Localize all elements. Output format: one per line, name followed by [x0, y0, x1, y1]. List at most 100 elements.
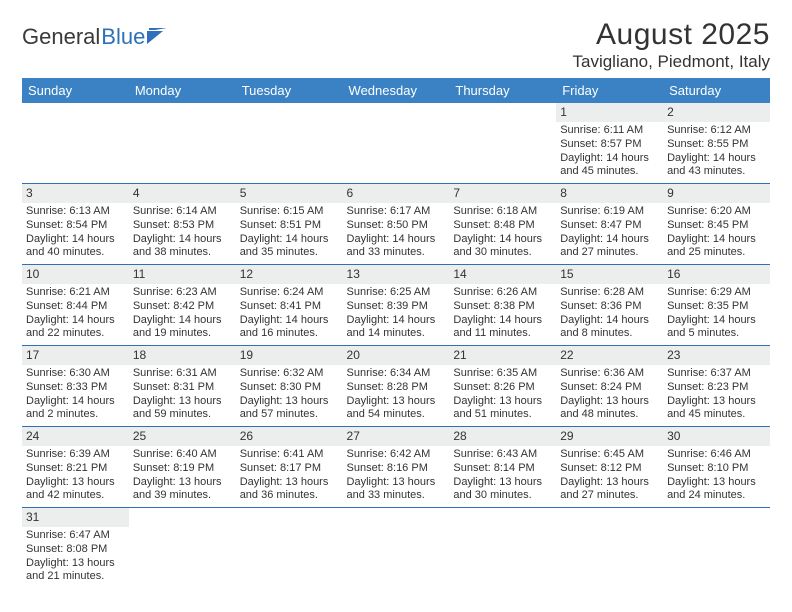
calendar-cell [129, 103, 236, 184]
calendar-cell: 24Sunrise: 6:39 AMSunset: 8:21 PMDayligh… [22, 427, 129, 508]
daylight-line: and 51 minutes. [453, 408, 552, 422]
sunrise-line: Sunrise: 6:37 AM [667, 367, 766, 381]
calendar-cell: 28Sunrise: 6:43 AMSunset: 8:14 PMDayligh… [449, 427, 556, 508]
daylight-line: and 45 minutes. [560, 165, 659, 179]
weekday-header: Saturday [663, 78, 770, 103]
daylight-line: Daylight: 14 hours [667, 314, 766, 328]
sunset-line: Sunset: 8:44 PM [26, 300, 125, 314]
sunrise-line: Sunrise: 6:30 AM [26, 367, 125, 381]
sunrise-line: Sunrise: 6:45 AM [560, 448, 659, 462]
calendar-cell [556, 508, 663, 589]
daylight-line: Daylight: 13 hours [133, 476, 232, 490]
daylight-line: Daylight: 14 hours [133, 314, 232, 328]
sunset-line: Sunset: 8:47 PM [560, 219, 659, 233]
daylight-line: Daylight: 14 hours [560, 314, 659, 328]
day-number: 23 [663, 346, 770, 365]
sunrise-line: Sunrise: 6:29 AM [667, 286, 766, 300]
sunset-line: Sunset: 8:21 PM [26, 462, 125, 476]
calendar-cell: 17 Sunrise: 6:30 AMSunset: 8:33 PMDayligh… [22, 346, 129, 427]
sunset-line: Sunset: 8:51 PM [240, 219, 339, 233]
sunset-line: Sunset: 8:10 PM [667, 462, 766, 476]
sunrise-line: Sunrise: 6:34 AM [347, 367, 446, 381]
location-subtitle: Tavigliano, Piedmont, Italy [573, 52, 771, 72]
day-number: 7 [449, 184, 556, 203]
day-number: 16 [663, 265, 770, 284]
day-number: 6 [343, 184, 450, 203]
day-number: 26 [236, 427, 343, 446]
sunrise-line: Sunrise: 6:17 AM [347, 205, 446, 219]
day-number: 24 [22, 427, 129, 446]
sunset-line: Sunset: 8:42 PM [133, 300, 232, 314]
calendar-cell: 1Sunrise: 6:11 AMSunset: 8:57 PMDaylight… [556, 103, 663, 184]
daylight-line: Daylight: 14 hours [26, 395, 125, 409]
sunset-line: Sunset: 8:53 PM [133, 219, 232, 233]
weekday-header: Sunday [22, 78, 129, 103]
calendar-week-row: 17Sunrise: 6:30 AMSunset: 8:33 PMDayligh… [22, 346, 770, 427]
day-number: 2 [663, 103, 770, 122]
daylight-line: Daylight: 13 hours [26, 557, 125, 571]
day-number: 10 [22, 265, 129, 284]
sunset-line: Sunset: 8:48 PM [453, 219, 552, 233]
calendar-body: 1Sunrise: 6:11 AMSunset: 8:57 PMDaylight… [22, 103, 770, 588]
calendar-cell: 29Sunrise: 6:45 AMSunset: 8:12 PMDayligh… [556, 427, 663, 508]
day-number: 4 [129, 184, 236, 203]
daylight-line: Daylight: 14 hours [560, 233, 659, 247]
daylight-line: and 42 minutes. [26, 489, 125, 503]
calendar-cell: 31Sunrise: 6:47 AMSunset: 8:08 PMDayligh… [22, 508, 129, 589]
daylight-line: and 54 minutes. [347, 408, 446, 422]
weekday-header: Thursday [449, 78, 556, 103]
day-number: 19 [236, 346, 343, 365]
sunrise-line: Sunrise: 6:19 AM [560, 205, 659, 219]
sunset-line: Sunset: 8:33 PM [26, 381, 125, 395]
calendar-cell [343, 103, 450, 184]
sunrise-line: Sunrise: 6:39 AM [26, 448, 125, 462]
daylight-line: Daylight: 13 hours [667, 476, 766, 490]
daylight-line: and 8 minutes. [560, 327, 659, 341]
sunrise-line: Sunrise: 6:31 AM [133, 367, 232, 381]
day-number: 17 [22, 346, 129, 365]
daylight-line: and 57 minutes. [240, 408, 339, 422]
daylight-line: and 14 minutes. [347, 327, 446, 341]
calendar-week-row: 24 Sunrise: 6:39 AMSunset: 8:21 PM Dayligh… [22, 427, 770, 508]
daylight-line: Daylight: 13 hours [560, 476, 659, 490]
daylight-line: Daylight: 14 hours [347, 314, 446, 328]
calendar-cell: 15Sunrise: 6:28 AMSunset: 8:36 PMDayligh… [556, 265, 663, 346]
sunrise-line: Sunrise: 6:26 AM [453, 286, 552, 300]
calendar-cell [236, 103, 343, 184]
sunset-line: Sunset: 8:16 PM [347, 462, 446, 476]
sunrise-line: Sunrise: 6:40 AM [133, 448, 232, 462]
daylight-line: Daylight: 13 hours [560, 395, 659, 409]
calendar-cell: 2Sunrise: 6:12 AMSunset: 8:55 PMDaylight… [663, 103, 770, 184]
daylight-line: and 30 minutes. [453, 246, 552, 260]
sunrise-line: Sunrise: 6:46 AM [667, 448, 766, 462]
weekday-header: Friday [556, 78, 663, 103]
day-number: 30 [663, 427, 770, 446]
calendar-table: Sunday Monday Tuesday Wednesday Thursday… [22, 78, 770, 588]
daylight-line: and 5 minutes. [667, 327, 766, 341]
weekday-header-row: Sunday Monday Tuesday Wednesday Thursday… [22, 78, 770, 103]
calendar-cell: 19Sunrise: 6:32 AMSunset: 8:30 PMDayligh… [236, 346, 343, 427]
daylight-line: and 59 minutes. [133, 408, 232, 422]
day-number: 5 [236, 184, 343, 203]
daylight-line: Daylight: 13 hours [347, 395, 446, 409]
sunrise-line: Sunrise: 6:15 AM [240, 205, 339, 219]
calendar-cell: 21Sunrise: 6:35 AMSunset: 8:26 PMDayligh… [449, 346, 556, 427]
daylight-line: and 35 minutes. [240, 246, 339, 260]
sunrise-line: Sunrise: 6:47 AM [26, 529, 125, 543]
calendar-cell [343, 508, 450, 589]
day-number: 27 [343, 427, 450, 446]
daylight-line: and 2 minutes. [26, 408, 125, 422]
calendar-cell: 3Sunrise: 6:13 AMSunset: 8:54 PMDaylight… [22, 184, 129, 265]
calendar-page: GeneralBlue August 2025 Tavigliano, Pied… [0, 0, 792, 588]
calendar-cell [236, 508, 343, 589]
calendar-cell: 4Sunrise: 6:14 AMSunset: 8:53 PMDaylight… [129, 184, 236, 265]
logo-text-1: General [22, 24, 100, 50]
daylight-line: and 43 minutes. [667, 165, 766, 179]
sunset-line: Sunset: 8:19 PM [133, 462, 232, 476]
daylight-line: and 33 minutes. [347, 489, 446, 503]
daylight-line: Daylight: 13 hours [347, 476, 446, 490]
daylight-line: Daylight: 14 hours [667, 233, 766, 247]
daylight-line: and 11 minutes. [453, 327, 552, 341]
day-number: 15 [556, 265, 663, 284]
daylight-line: Daylight: 14 hours [240, 233, 339, 247]
